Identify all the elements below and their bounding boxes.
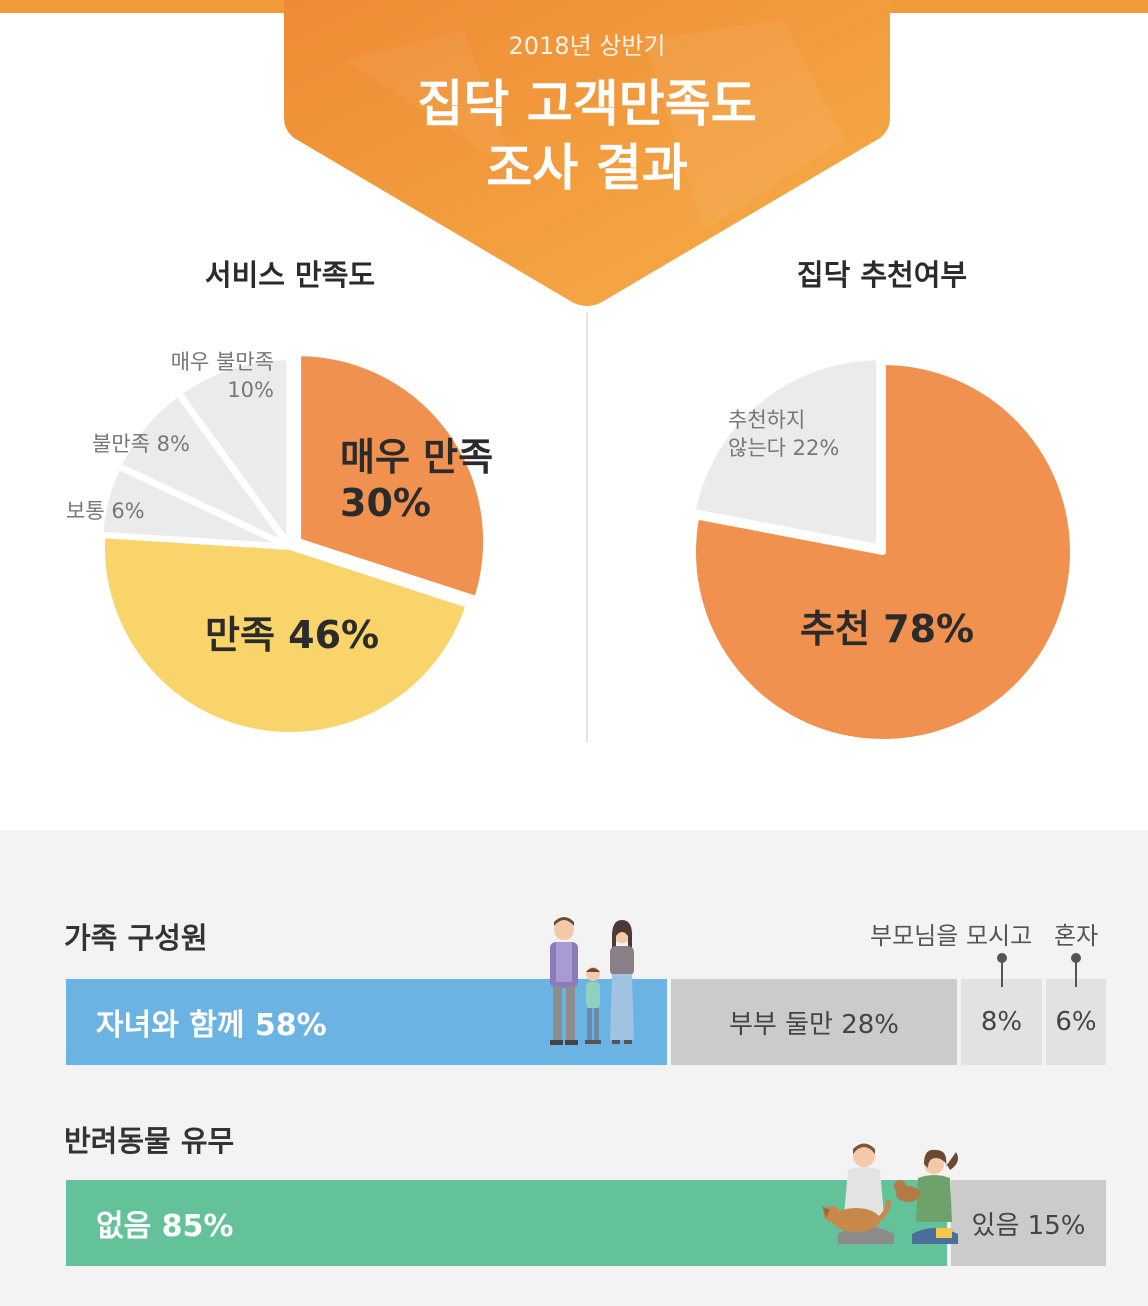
bar-pet-has: 있음 15%: [951, 1180, 1106, 1266]
recommend-pie-slice-0: [690, 359, 1076, 745]
title-banner: [284, 0, 890, 306]
satisfaction-pie-slice-4: [175, 354, 293, 549]
label-satisfied: 만족 46%: [205, 613, 380, 657]
bar-family-alone-label: 6%: [1055, 1007, 1097, 1037]
bar-pet-none-label: 없음 85%: [96, 1209, 234, 1244]
recommend-pie-slice-1: [689, 354, 883, 551]
bar-family-alone: 6%: [1046, 979, 1106, 1065]
family-illustration: [550, 917, 634, 1045]
bar-pet-has-label: 있음 15%: [971, 1210, 1086, 1241]
callout-alone-pin: [1075, 957, 1077, 987]
banner-subtitle: 2018년 상반기: [508, 32, 666, 60]
label-dissatisfied: 불만족 8%: [92, 432, 190, 456]
label-not-recommend-line1: 추천하지: [728, 408, 806, 432]
chart-divider: [586, 312, 588, 742]
satisfaction-pie-slice-1: [99, 532, 472, 738]
label-neutral: 보통 6%: [66, 499, 145, 523]
bar-family-parents: 8%: [961, 979, 1042, 1065]
callout-parents-pin: [1001, 957, 1003, 987]
label-not-recommend-line2: 않는다 22%: [728, 436, 840, 460]
chart-title-satisfaction: 서비스 만족도: [204, 258, 376, 292]
pet-owners-illustration: [822, 1143, 958, 1244]
label-very-dissatisfied-name: 매우 불만족: [170, 350, 274, 374]
label-very-dissatisfied-value: 10%: [227, 378, 274, 402]
banner-title: 집닥 고객만족도 조사 결과: [284, 72, 890, 200]
bar-family-with-children-label: 자녀와 함께 58%: [96, 1008, 327, 1043]
bar-family-couple-label: 부부 둘만 28%: [729, 1009, 899, 1040]
chart-title-recommend: 집닥 추천여부: [796, 258, 968, 292]
banner-title-line1: 집닥 고객만족도: [417, 75, 757, 133]
banner-title-line2: 조사 결과: [486, 139, 688, 197]
satisfaction-pie-slice-0: [295, 350, 490, 603]
bar-family-couple: 부부 둘만 28%: [671, 979, 957, 1065]
bar-family-parents-label: 8%: [980, 1007, 1023, 1037]
label-very-satisfied-value: 30%: [340, 481, 431, 525]
label-very-dissatisfied: 매우 불만족 10%: [156, 348, 274, 404]
label-recommend: 추천 78%: [800, 607, 975, 651]
label-very-satisfied: 매우 만족 30%: [340, 434, 493, 526]
family-title: 가족 구성원: [64, 921, 208, 955]
pie-charts: [99, 350, 1076, 745]
bar-pet-none: 없음 85%: [66, 1180, 947, 1266]
label-very-satisfied-name: 매우 만족: [340, 435, 494, 479]
label-not-recommend: 추천하지 않는다 22%: [728, 406, 839, 462]
callout-parents: 부모님을 모시고: [870, 922, 1033, 950]
pet-title: 반려동물 유무: [64, 1124, 235, 1158]
callout-alone: 혼자: [1054, 922, 1099, 950]
